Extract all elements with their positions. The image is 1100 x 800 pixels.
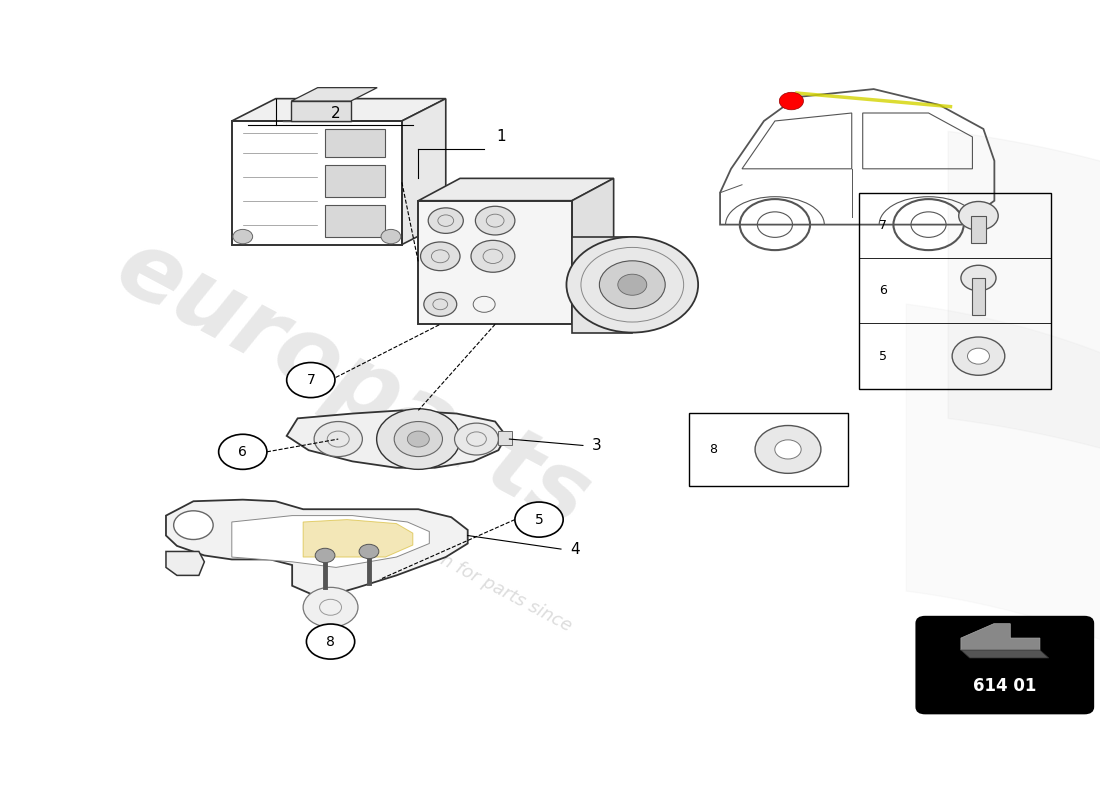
Text: 5: 5 [879,350,888,362]
Text: 2: 2 [331,106,341,121]
Polygon shape [166,500,468,595]
Bar [498,431,512,446]
Polygon shape [232,98,446,121]
Polygon shape [572,237,632,333]
Circle shape [428,208,463,234]
Circle shape [174,511,213,539]
Circle shape [774,440,801,459]
Text: 5: 5 [535,513,543,526]
Text: 8: 8 [710,443,717,456]
Text: 6: 6 [879,284,887,298]
Text: a passion for parts since: a passion for parts since [372,516,574,635]
Bar [971,216,986,243]
Polygon shape [402,98,446,245]
Bar [418,201,572,324]
Text: 4: 4 [571,542,580,557]
Text: europarts: europarts [100,221,605,547]
Text: 8: 8 [326,634,336,649]
Circle shape [307,624,354,659]
Circle shape [566,237,698,333]
Bar [326,165,385,197]
Bar [859,193,1052,389]
Polygon shape [292,88,377,101]
Circle shape [316,548,334,562]
Circle shape [961,266,996,290]
Circle shape [394,422,442,457]
Circle shape [376,409,460,470]
Circle shape [953,337,1004,375]
Circle shape [779,92,803,110]
Circle shape [424,292,456,316]
Polygon shape [232,515,429,567]
Circle shape [959,202,998,230]
Bar [232,121,402,245]
Circle shape [315,422,362,457]
Bar [292,101,351,121]
Circle shape [219,434,267,470]
Circle shape [755,426,821,474]
Polygon shape [572,178,614,324]
Circle shape [233,230,253,244]
Polygon shape [166,551,205,575]
Text: 7: 7 [879,219,888,232]
Circle shape [420,242,460,270]
Text: 3: 3 [592,438,602,453]
Circle shape [618,274,647,295]
Circle shape [359,544,378,558]
Circle shape [515,502,563,537]
Circle shape [407,431,429,447]
Text: 6: 6 [239,445,248,459]
Polygon shape [961,624,1040,650]
Circle shape [304,587,358,627]
Text: 614 01: 614 01 [974,677,1036,695]
Bar [972,278,984,314]
Circle shape [471,240,515,272]
Circle shape [600,261,666,309]
Circle shape [454,423,498,455]
Circle shape [287,362,334,398]
Circle shape [475,206,515,235]
Circle shape [381,230,400,244]
Polygon shape [961,650,1048,658]
Bar [690,413,848,486]
Circle shape [968,348,989,364]
Bar [326,205,385,237]
Polygon shape [418,178,614,201]
Text: 7: 7 [307,373,316,387]
Polygon shape [304,519,412,557]
Polygon shape [287,410,506,468]
FancyBboxPatch shape [916,617,1093,714]
Bar [326,129,385,157]
Text: 1: 1 [496,130,505,145]
